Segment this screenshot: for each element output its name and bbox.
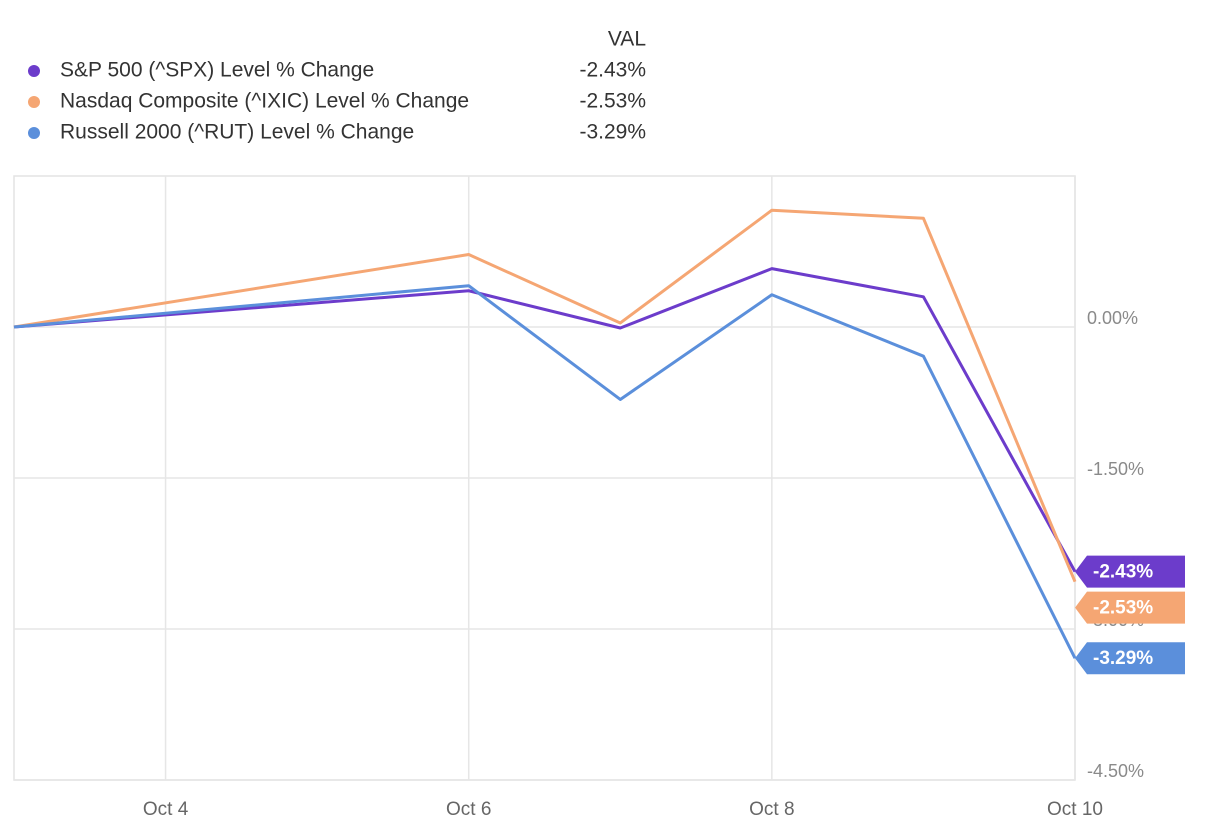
y-tick-label: -4.50% (1087, 761, 1144, 781)
end-tag (1075, 642, 1185, 675)
end-tag-label: -2.53% (1093, 598, 1153, 619)
legend-label: Russell 2000 (^RUT) Level % Change (60, 121, 414, 144)
legend-header: VAL (608, 28, 646, 51)
y-tick-label: 0.00% (1087, 308, 1138, 328)
end-tag (1075, 591, 1185, 624)
end-tag-label: -2.43% (1093, 562, 1153, 583)
series-line (13, 208, 1077, 583)
x-tick-label: Oct 6 (446, 799, 491, 820)
legend-value: -3.29% (579, 121, 646, 144)
x-tick-label: Oct 8 (749, 799, 794, 820)
series-line (13, 267, 1077, 573)
series-line (13, 284, 1077, 659)
legend-marker (28, 96, 40, 108)
end-tag (1075, 555, 1185, 588)
legend-value: -2.53% (579, 90, 646, 113)
legend-label: Nasdaq Composite (^IXIC) Level % Change (60, 90, 469, 113)
x-tick-label: Oct 4 (143, 799, 189, 820)
legend-label: S&P 500 (^SPX) Level % Change (60, 59, 374, 82)
legend-marker (28, 127, 40, 139)
y-tick-label: -1.50% (1087, 459, 1144, 479)
end-tag-label: -3.29% (1093, 648, 1153, 669)
legend-value: -2.43% (579, 59, 646, 82)
legend-marker (28, 65, 40, 77)
x-tick-label: Oct 10 (1047, 799, 1103, 820)
